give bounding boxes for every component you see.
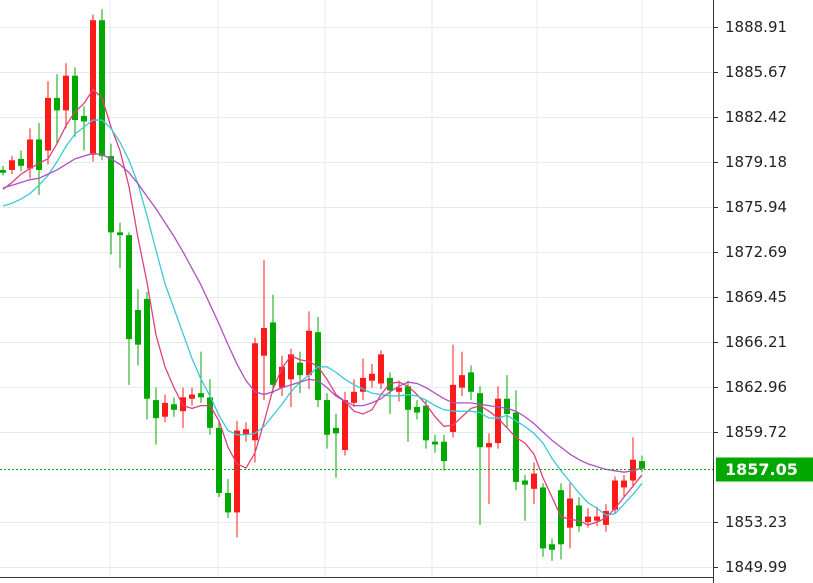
candle-body (549, 544, 555, 550)
candle-body (261, 328, 267, 356)
candle-body (333, 427, 339, 434)
candle-body (90, 20, 96, 155)
candle-body (27, 139, 33, 169)
candle-body (630, 459, 636, 481)
candle-body (9, 160, 15, 170)
candle-body (585, 516, 591, 523)
y-tick-label: 1866.21 (725, 333, 787, 351)
candle-body (369, 373, 375, 381)
y-tick-label: 1872.69 (725, 243, 787, 261)
candle-body (36, 139, 42, 170)
candle-body (135, 309, 141, 345)
candle-body (477, 393, 483, 448)
y-tick-label: 1888.91 (725, 18, 787, 36)
candle-body (72, 75, 78, 121)
moving-averages (2, 88, 643, 526)
candle-body (0, 169, 6, 173)
candle-body (468, 372, 474, 392)
moving-average-line (2, 88, 643, 526)
candle-body (324, 400, 330, 435)
candle-body (414, 407, 420, 413)
candle-body (54, 97, 60, 111)
candle-body (495, 398, 501, 444)
candle-body (189, 394, 195, 399)
y-tick-label: 1885.67 (725, 63, 787, 81)
y-tick-label: 1862.96 (725, 378, 787, 396)
candle-body (639, 461, 645, 469)
candle-body (594, 516, 600, 521)
y-tick-label: 1849.99 (725, 558, 787, 576)
candle-body (99, 20, 105, 157)
candle-body (531, 473, 537, 489)
candle-body (225, 492, 231, 513)
candle-body (576, 505, 582, 527)
candle-body (297, 362, 303, 376)
candle-body (171, 404, 177, 410)
last-price-box (716, 457, 813, 482)
candle-body (45, 97, 51, 151)
candle-body (279, 366, 285, 388)
candle-body (513, 412, 519, 482)
candle-body (351, 391, 357, 403)
candle-body (486, 443, 492, 448)
candle-body (396, 387, 402, 392)
candle-body (18, 158, 24, 166)
candle-body (612, 480, 618, 510)
y-tick-label: 1875.94 (725, 198, 787, 216)
y-tick-label: 1879.18 (725, 153, 787, 171)
y-tick-label: 1882.42 (725, 108, 787, 126)
y-tick-label: 1859.72 (725, 423, 787, 441)
candle-body (207, 397, 213, 428)
candle-body (234, 430, 240, 513)
candle-body (117, 232, 123, 236)
candle-body (432, 441, 438, 445)
price-grid (0, 27, 713, 568)
candle-body (450, 384, 456, 432)
candle-body (162, 402, 168, 417)
candle-body (306, 330, 312, 376)
last-price-label: 1857.05 (725, 460, 798, 479)
time-grid (109, 0, 643, 577)
candle-body (198, 393, 204, 398)
candle-body (288, 354, 294, 380)
candle-body (459, 375, 465, 388)
candle-body (243, 429, 249, 435)
candle-body (270, 322, 276, 385)
candles (0, 9, 645, 561)
moving-average-line (2, 119, 643, 516)
moving-average-line (2, 152, 643, 473)
candle-body (378, 354, 384, 384)
candle-body (441, 441, 447, 462)
candle-body (504, 398, 510, 414)
candle-body (621, 480, 627, 488)
y-tick-label: 1869.45 (725, 288, 787, 306)
candle-body (63, 75, 69, 111)
candle-body (540, 487, 546, 549)
candle-body (558, 490, 564, 545)
candle-body (405, 386, 411, 410)
candle-body (126, 235, 132, 340)
y-tick-label: 1853.23 (725, 513, 787, 531)
candle-body (144, 298, 150, 399)
candle-body (360, 377, 366, 392)
candle-body (522, 480, 528, 485)
candle-body (342, 400, 348, 451)
candle-body (216, 427, 222, 493)
candle-body (108, 156, 114, 233)
candle-body (567, 498, 573, 528)
candle-body (81, 115, 87, 122)
candle-body (423, 405, 429, 441)
candle-body (153, 400, 159, 419)
